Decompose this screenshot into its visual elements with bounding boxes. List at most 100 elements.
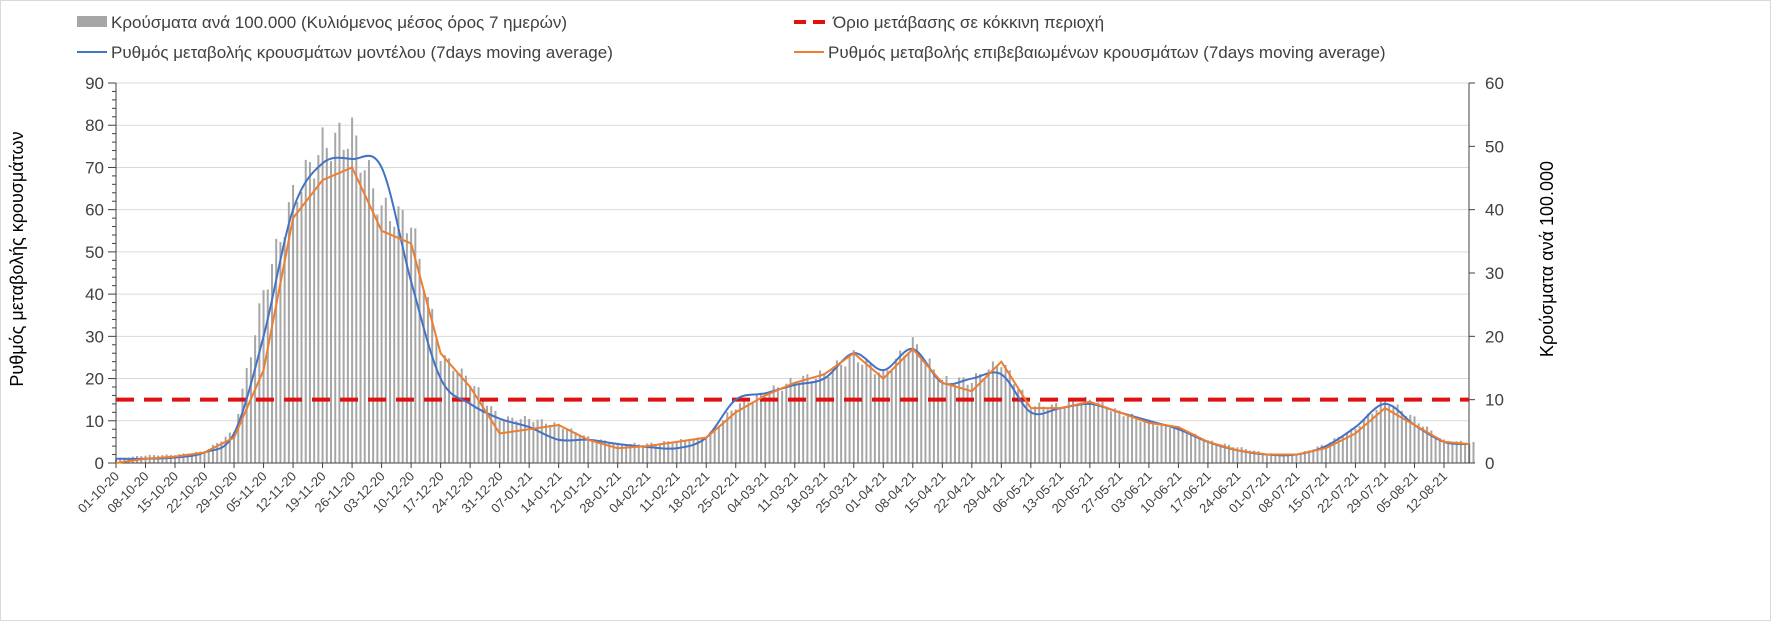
bar [553,422,556,463]
bar [1417,423,1420,463]
bar [1143,420,1146,463]
bar [566,429,569,463]
bar [1211,440,1214,463]
bar [439,360,442,463]
legend: Κρούσματα ανά 100.000 (Κυλιόμενος μέσος … [77,13,1386,62]
bar [604,440,607,463]
bar [890,371,893,463]
bar [1392,405,1395,463]
bar [713,427,716,463]
bar [953,384,956,463]
bar [1362,418,1365,463]
bar [1278,454,1281,463]
confirmed-line [115,166,1470,464]
bar [975,373,978,463]
bar [1215,443,1218,463]
bar [1042,406,1045,463]
bar [536,419,539,463]
legend-label-bars: Κρούσματα ανά 100.000 (Κυλιόμενος μέσος … [111,13,567,32]
bar [1274,453,1277,463]
bar [814,378,817,463]
bar [1160,423,1163,463]
bar [667,441,670,463]
bar [1367,413,1370,463]
bar [1312,449,1315,463]
bar [1105,408,1108,463]
bar [1236,447,1239,463]
bar [1122,416,1125,463]
bar [793,382,796,463]
bar [1004,364,1007,463]
bar [426,296,429,463]
bar [1147,419,1150,463]
bar [1299,453,1302,463]
bar [1240,447,1243,463]
bar [502,420,505,463]
bar [469,385,472,463]
gridlines [116,82,1469,422]
bar [460,368,463,463]
bar [907,352,910,463]
bar [827,377,830,463]
bar [397,206,400,464]
bar [1270,453,1273,463]
bar [641,445,644,463]
bar [207,448,210,463]
left-y-tick-label: 0 [95,454,104,473]
bar [511,417,514,463]
bar [1038,402,1041,463]
bar [334,132,337,463]
right-y-ticks: 0 10 20 30 40 50 60 [1485,74,1504,473]
left-y-tick-label: 70 [85,158,104,177]
bar [1379,400,1382,463]
bar [233,432,236,463]
bar [203,452,206,463]
bar [431,308,434,463]
bar [1295,455,1298,463]
bar [1072,401,1075,463]
bar [1421,426,1424,463]
bar [840,364,843,463]
bar [1350,428,1353,463]
bar [958,377,961,463]
bar [920,359,923,463]
bar [869,363,872,463]
bar [283,237,286,463]
bar [1303,451,1306,463]
bar [1101,401,1104,463]
bar [372,188,375,463]
bar [776,387,779,463]
bar [1109,411,1112,463]
bar [1173,428,1176,463]
bar [249,357,252,463]
bar [389,221,392,463]
bar [1021,389,1024,463]
bar [1346,432,1349,463]
bar [886,370,889,463]
left-y-tick-label: 50 [85,243,104,262]
bar [211,444,214,463]
bar [1034,406,1037,463]
bar [578,435,581,463]
bar [1206,440,1209,463]
bar [1371,414,1374,463]
legend-label-model: Ρυθμός μεταβολής κρουσμάτων μοντέλου (7d… [111,43,613,62]
bar [1156,425,1159,463]
bar [237,413,240,463]
bar [270,264,273,463]
bar [582,435,585,463]
bar [266,289,269,463]
bar [730,410,733,463]
bar [304,159,307,464]
bar [831,369,834,463]
legend-swatch-bars [77,16,107,27]
bar [186,453,189,463]
bar [1088,399,1091,463]
right-axis-title: Κρούσματα ανά 100.000 [1537,161,1557,357]
left-y-tick-label: 80 [85,116,104,135]
bar [1084,396,1087,463]
bar [848,355,851,463]
bar [1341,436,1344,463]
